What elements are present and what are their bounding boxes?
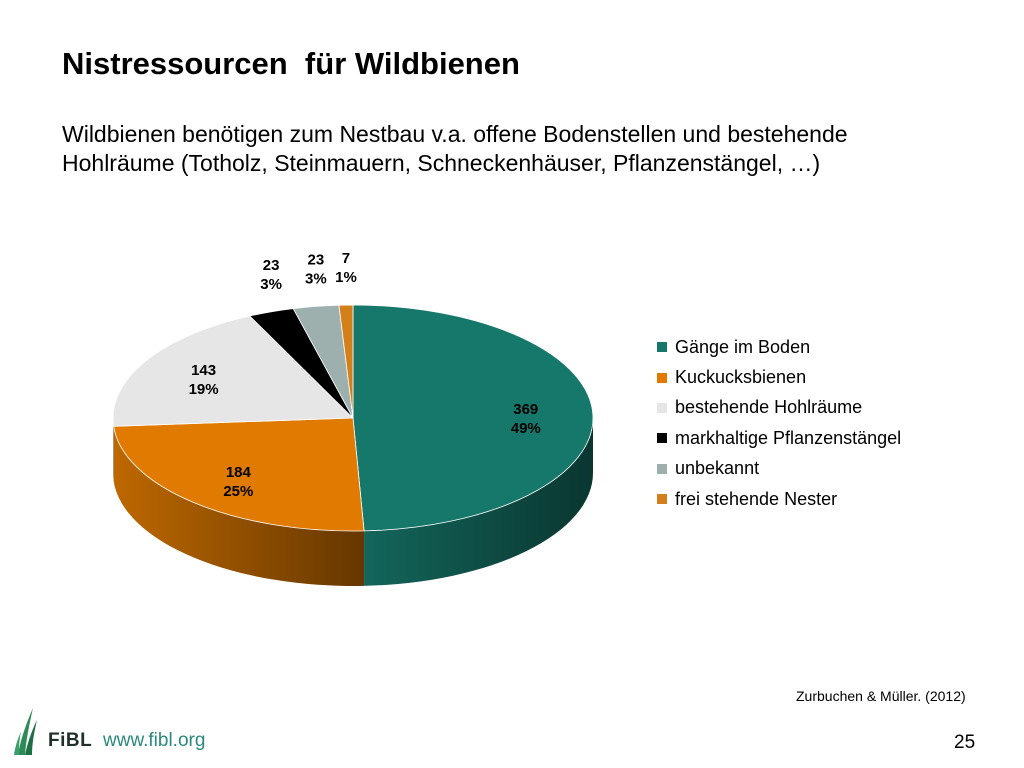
legend-swatch-4 bbox=[657, 463, 667, 474]
pie-percent-label-2: 19% bbox=[189, 381, 219, 398]
legend-label-1: Kuckucksbienen bbox=[675, 367, 807, 388]
pie-value-label-1: 184 bbox=[226, 464, 252, 481]
logo-text: FiBL bbox=[48, 730, 93, 751]
pie-wall-0 bbox=[364, 418, 593, 586]
legend-swatch-0 bbox=[657, 342, 667, 353]
pie-slice-1 bbox=[113, 417, 365, 532]
pie-top-faces bbox=[112, 304, 594, 532]
pie-percent-label-4: 3% bbox=[305, 270, 327, 287]
legend-item-0: Gänge im Boden bbox=[657, 332, 901, 362]
legend-item-1: Kuckucksbienen bbox=[657, 362, 901, 392]
subtitle-line-2: Hohlräume (Totholz, Steinmauern, Schneck… bbox=[62, 150, 821, 176]
legend-item-5: frei stehende Nester bbox=[657, 484, 901, 514]
legend-label-5: frei stehende Nester bbox=[675, 488, 838, 509]
page-number: 25 bbox=[954, 732, 976, 753]
pie-wall-1 bbox=[113, 426, 365, 587]
pie-value-label-2: 143 bbox=[191, 362, 216, 379]
pie-slice-5 bbox=[338, 304, 354, 419]
pie-percent-label-0: 49% bbox=[511, 420, 541, 437]
pie-value-label-3: 23 bbox=[263, 257, 280, 274]
pie-value-label-4: 23 bbox=[308, 251, 325, 268]
pie-slice-0 bbox=[352, 304, 594, 532]
legend-item-4: unbekannt bbox=[657, 454, 901, 484]
pie-slice-2 bbox=[112, 315, 354, 427]
legend-item-2: bestehende Hohlräume bbox=[657, 393, 901, 423]
slide-subtitle: Wildbienen benötigen zum Nestbau v.a. of… bbox=[62, 120, 982, 178]
pie-value-label-0: 369 bbox=[513, 401, 538, 418]
slide-title: Nistressourcen für Wildbienen bbox=[62, 46, 520, 81]
pie-side-walls bbox=[113, 418, 593, 587]
legend-item-3: markhaltige Pflanzenstängel bbox=[657, 423, 901, 453]
fibl-logo-icon bbox=[14, 708, 37, 755]
pie-percent-label-3: 3% bbox=[260, 276, 282, 293]
chart-legend: Gänge im Boden Kuckucksbienen bestehende H… bbox=[657, 332, 901, 514]
subtitle-line-1: Wildbienen benötigen zum Nestbau v.a. of… bbox=[62, 121, 848, 147]
website-link[interactable]: www.fibl.org bbox=[103, 730, 206, 751]
pie-percent-label-5: 1% bbox=[335, 269, 357, 286]
legend-swatch-5 bbox=[657, 494, 667, 505]
legend-swatch-3 bbox=[657, 433, 667, 444]
legend-swatch-2 bbox=[657, 402, 667, 413]
source-citation: Zurbuchen & Müller. (2012) bbox=[796, 688, 966, 704]
legend-swatch-1 bbox=[657, 372, 667, 383]
legend-label-4: unbekannt bbox=[675, 458, 760, 479]
pie-data-labels: 369 49% 184 25% 143 19% 23 3% 23 3% 7 1% bbox=[189, 250, 541, 500]
legend-label-0: Gänge im Boden bbox=[675, 336, 811, 357]
pie-value-label-5: 7 bbox=[342, 250, 350, 267]
pie-percent-label-1: 25% bbox=[223, 483, 253, 500]
legend-label-3: markhaltige Pflanzenstängel bbox=[675, 427, 902, 448]
legend-label-2: bestehende Hohlräume bbox=[675, 397, 863, 418]
pie-wall-2 bbox=[113, 418, 114, 482]
